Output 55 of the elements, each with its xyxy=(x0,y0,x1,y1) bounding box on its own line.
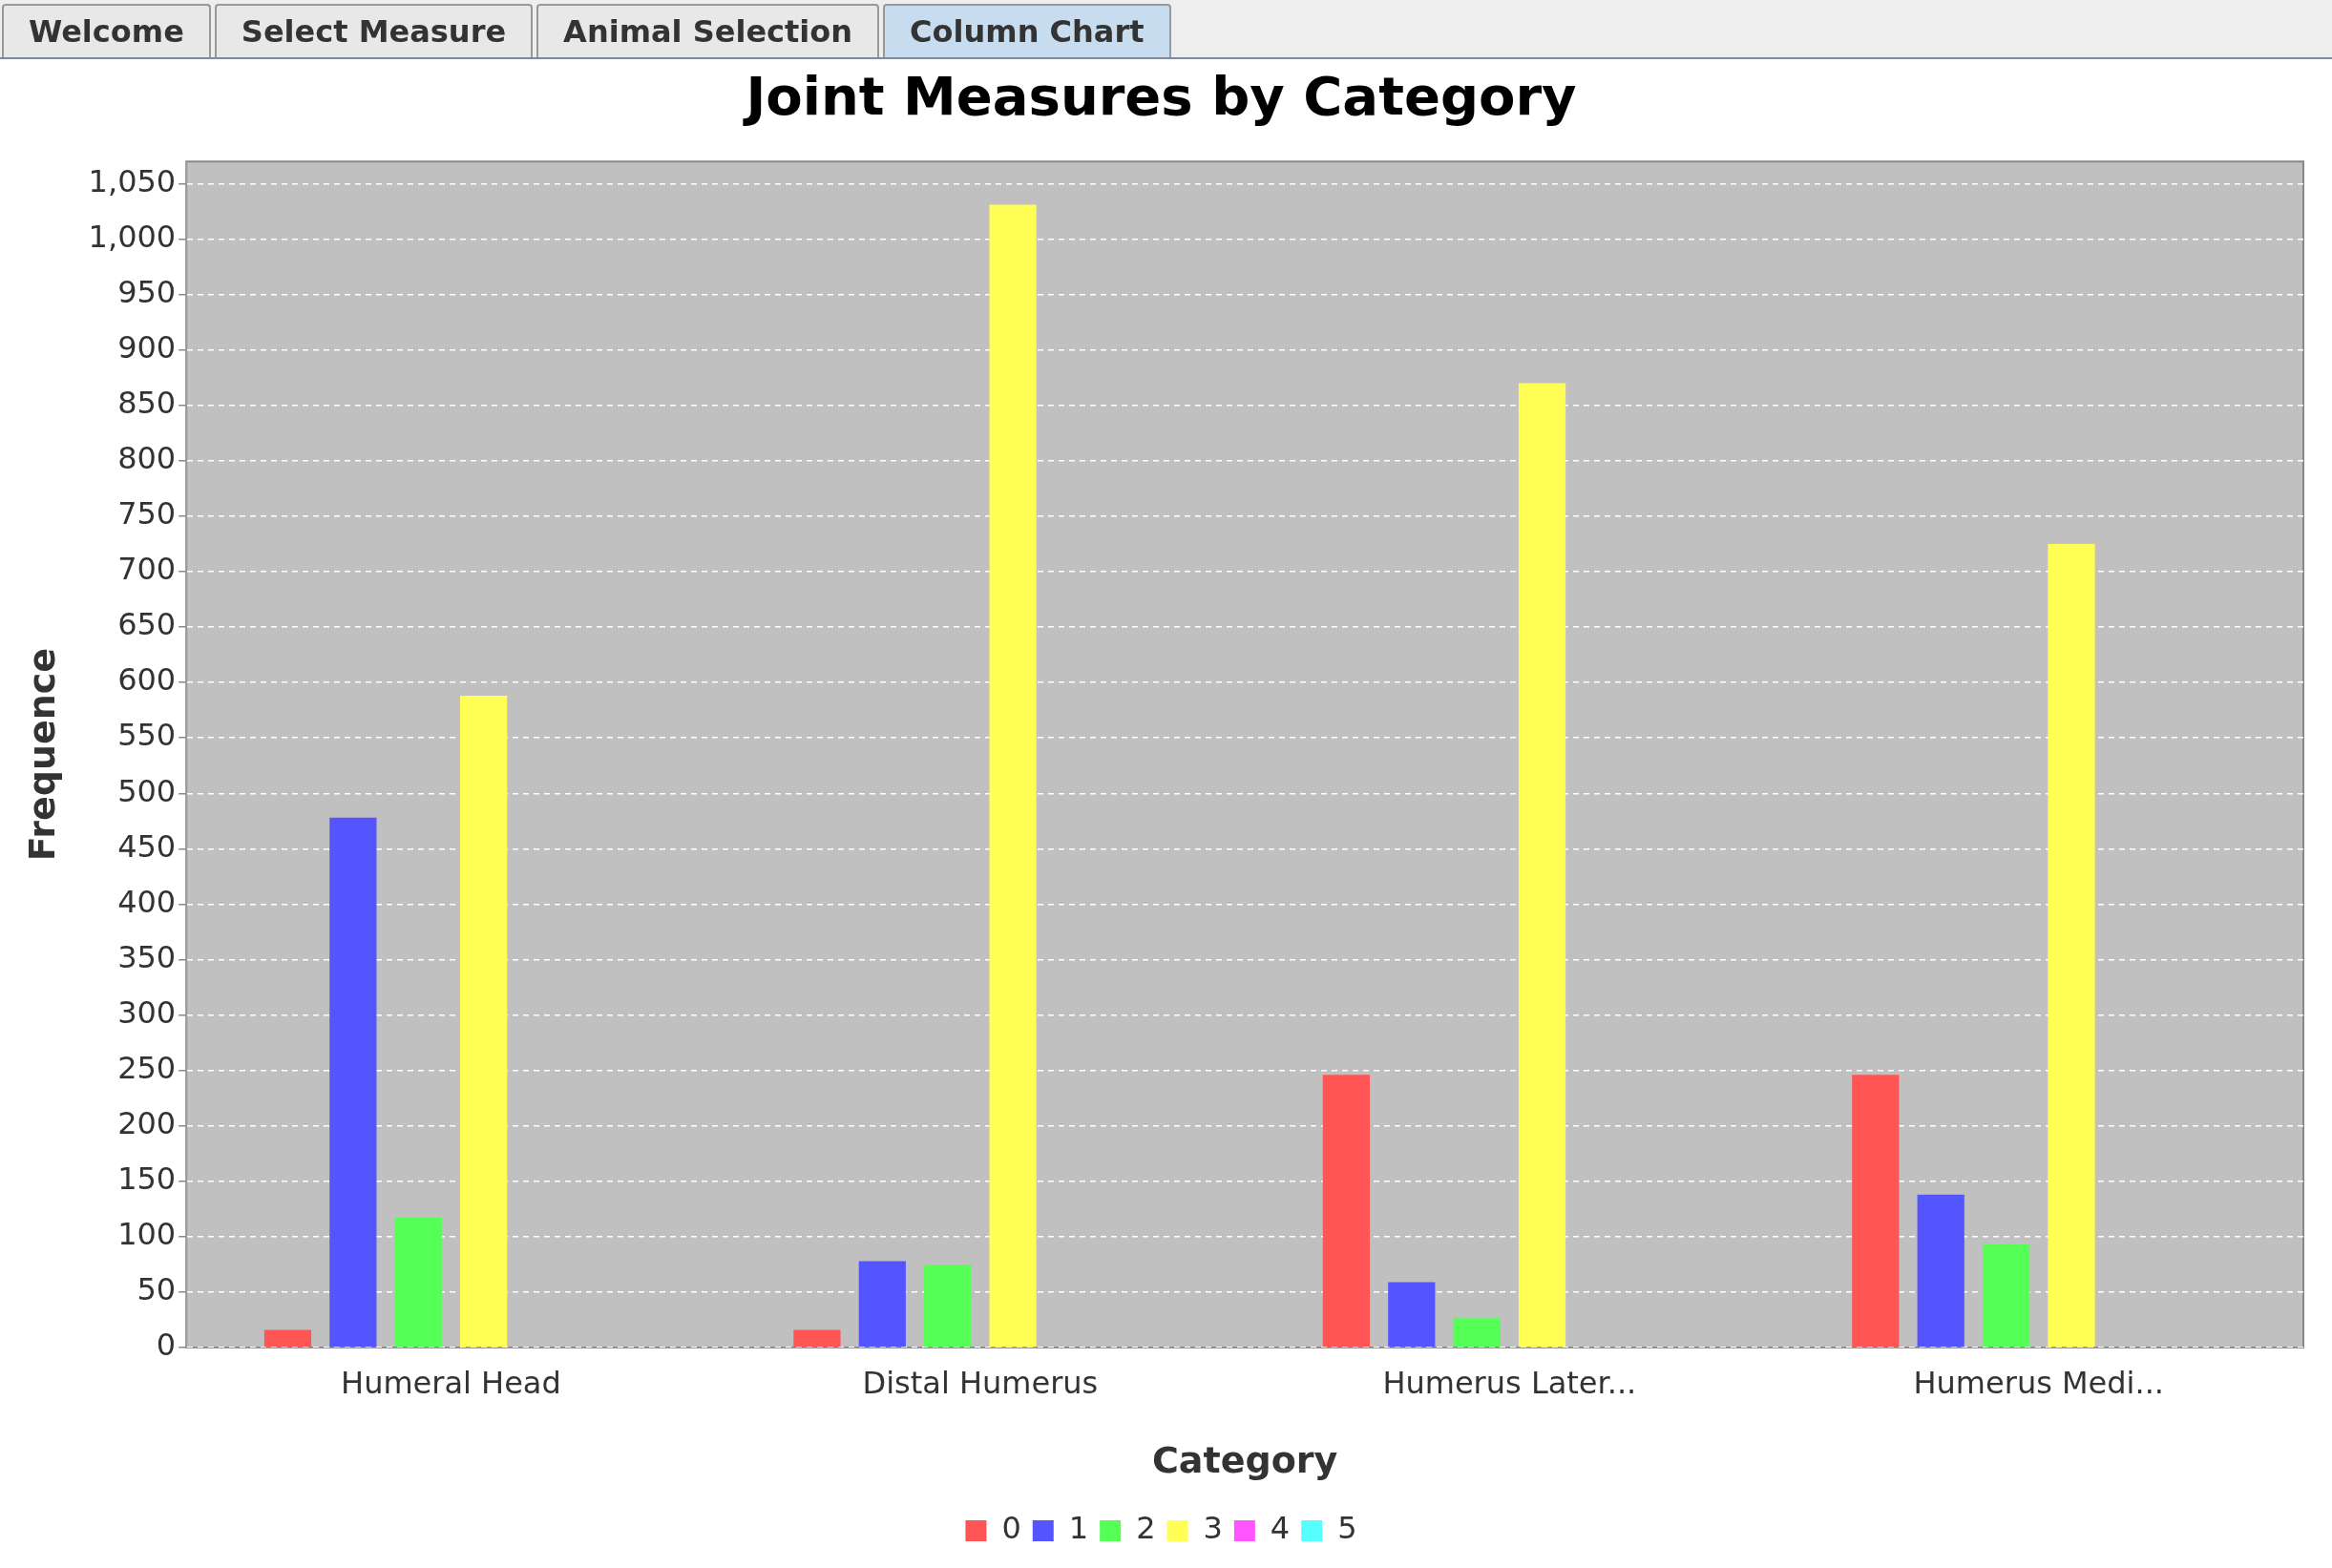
legend-label: 1 xyxy=(1068,1510,1089,1547)
y-tick-label: 50 xyxy=(137,1271,177,1308)
x-axis-title: Category xyxy=(1151,1439,1338,1482)
legend-label: 5 xyxy=(1337,1510,1357,1547)
y-tick-label: 250 xyxy=(117,1049,177,1086)
bar xyxy=(2048,543,2095,1348)
y-tick-label: 100 xyxy=(117,1216,177,1253)
y-tick-label: 800 xyxy=(117,440,177,477)
bar xyxy=(394,1218,442,1348)
y-tick-label: 750 xyxy=(117,495,177,533)
bar xyxy=(1917,1194,1964,1348)
y-tick-label: 550 xyxy=(117,717,177,754)
y-tick-label: 1,050 xyxy=(88,162,177,199)
text: Animal Selection xyxy=(536,4,880,57)
y-tick-label: 450 xyxy=(117,827,177,865)
y-axis-title: Frequence xyxy=(20,647,63,862)
text: Welcome xyxy=(2,4,211,57)
y-tick-label: 1,000 xyxy=(88,218,177,255)
y-tick-label: 650 xyxy=(117,606,177,643)
x-tick-label: Humeral Head xyxy=(341,1364,561,1401)
legend-label: 4 xyxy=(1270,1510,1291,1547)
bar xyxy=(1852,1075,1900,1348)
bar xyxy=(263,1329,312,1348)
bar xyxy=(329,817,377,1348)
y-tick-label: 350 xyxy=(117,938,177,975)
x-tick-label: Humerus Medi... xyxy=(1913,1364,2165,1401)
y-tick-label: 500 xyxy=(117,772,177,809)
legend-label: 2 xyxy=(1136,1510,1156,1547)
bar xyxy=(793,1329,841,1348)
y-tick-label: 600 xyxy=(117,661,177,699)
bar xyxy=(1322,1075,1370,1348)
y-tick-label: 400 xyxy=(117,883,177,920)
x-tick-label: Distal Humerus xyxy=(862,1364,1099,1401)
chart-title: Joint Measures by Category xyxy=(742,65,1577,128)
bar xyxy=(924,1264,972,1348)
y-tick-label: 900 xyxy=(117,328,177,366)
bar xyxy=(989,204,1037,1348)
y-tick-label: 850 xyxy=(117,385,177,422)
text: Select Measure xyxy=(214,4,534,57)
text: Column Chart xyxy=(883,4,1171,57)
bar xyxy=(858,1261,906,1348)
y-tick-label: 0 xyxy=(156,1327,177,1364)
bar xyxy=(1453,1317,1501,1348)
x-tick-label: Humerus Later... xyxy=(1382,1364,1637,1401)
y-tick-label: 150 xyxy=(117,1160,177,1198)
legend-label: 0 xyxy=(1001,1510,1021,1547)
y-tick-label: 300 xyxy=(117,993,177,1031)
y-tick-label: 950 xyxy=(117,273,177,310)
y-tick-label: 200 xyxy=(117,1105,177,1142)
legend-label: 3 xyxy=(1203,1510,1223,1547)
bar xyxy=(460,696,508,1348)
bar xyxy=(1518,383,1566,1348)
bar xyxy=(1388,1282,1436,1348)
y-tick-label: 700 xyxy=(117,551,177,588)
bar xyxy=(1982,1244,2030,1348)
